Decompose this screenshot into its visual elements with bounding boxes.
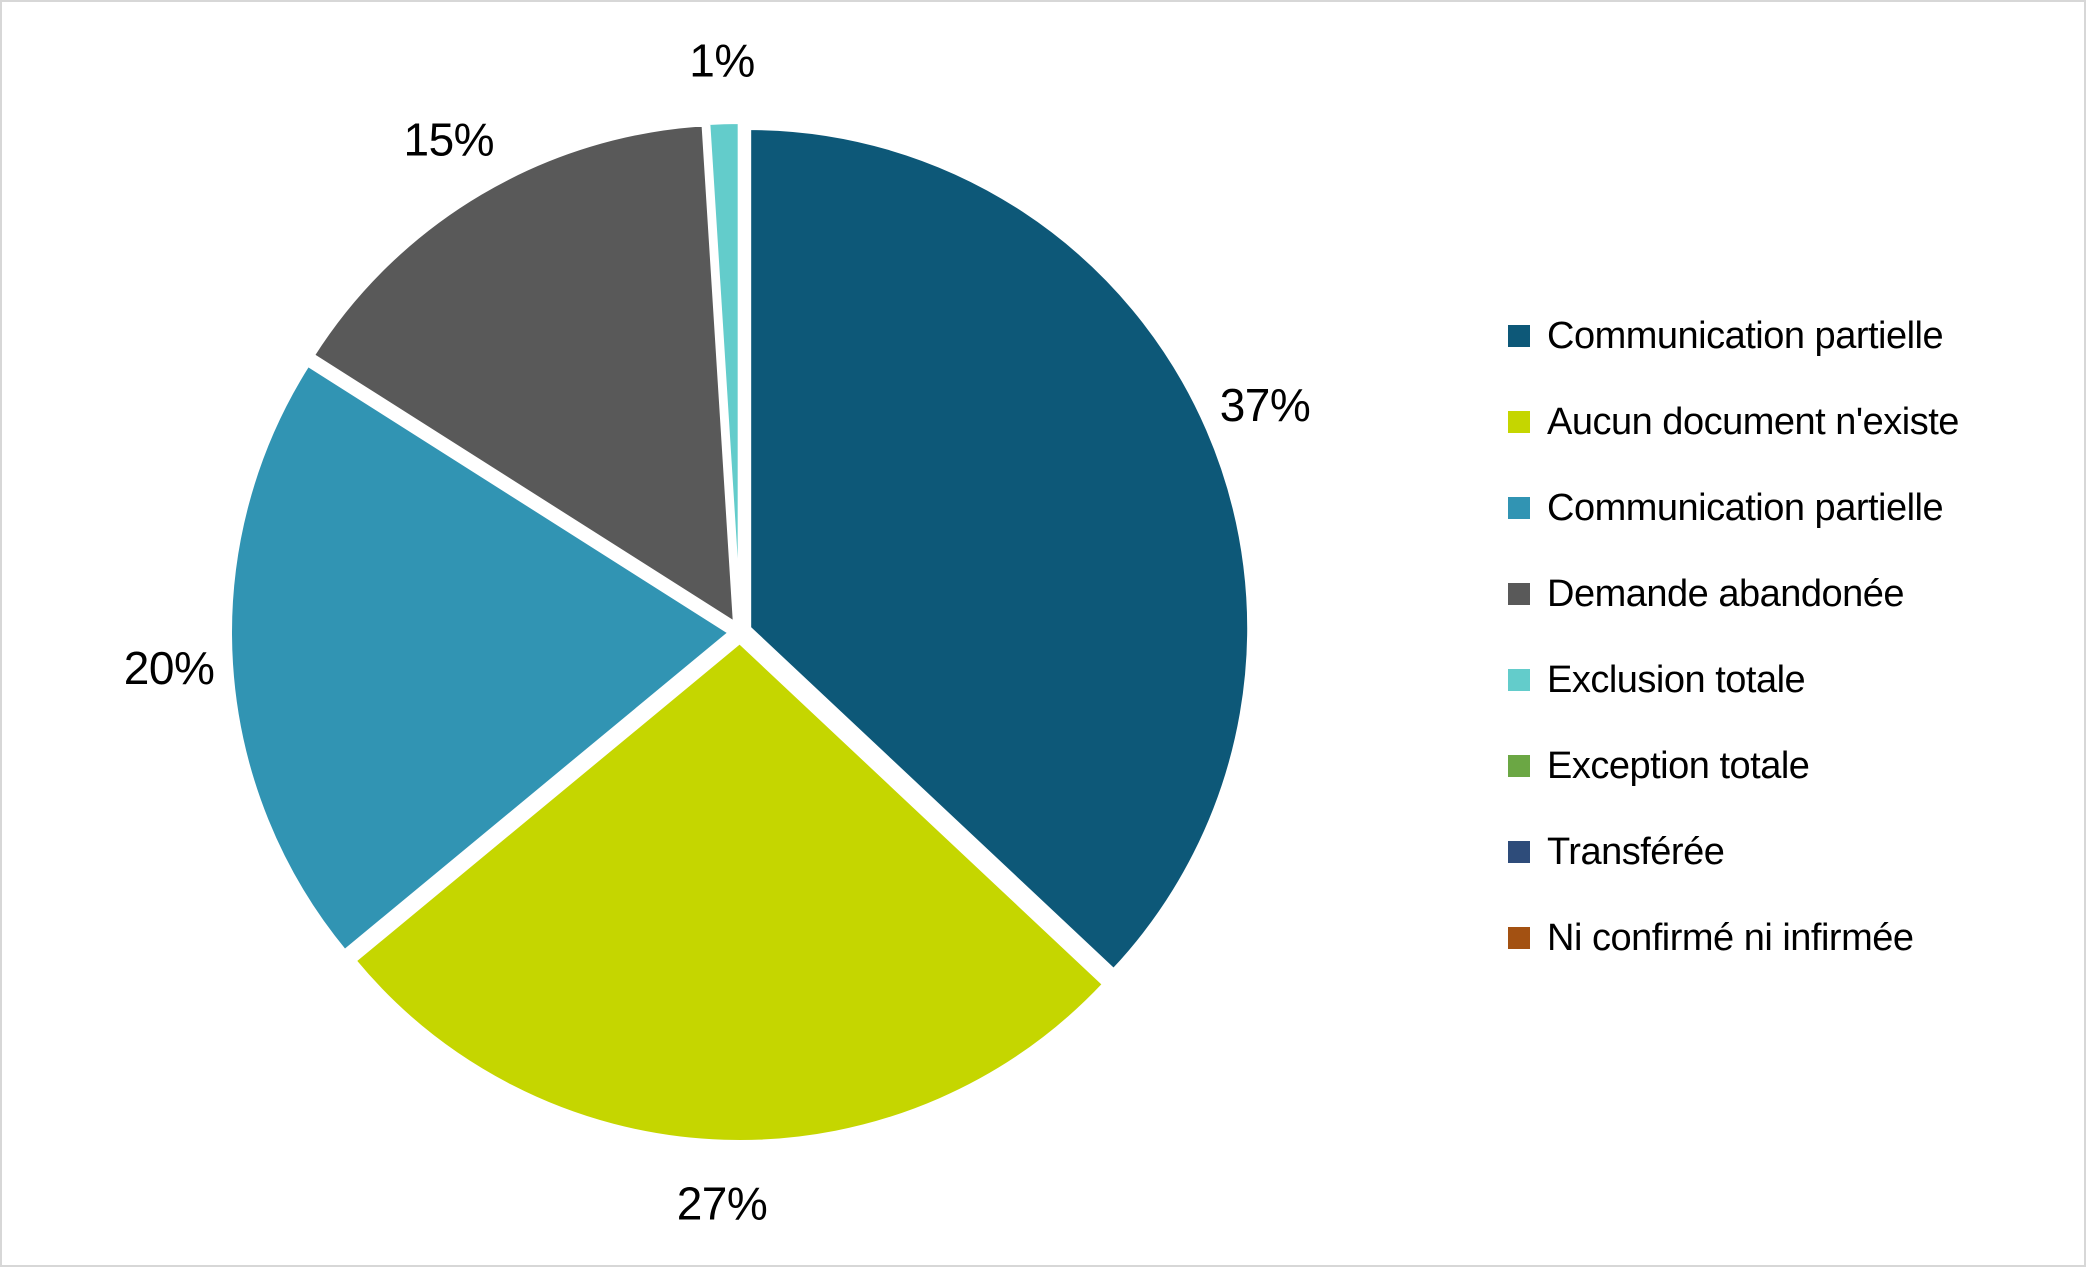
data-label-communication-partielle-0: 37% <box>1220 379 1311 431</box>
legend-swatch-icon <box>1508 669 1530 691</box>
pie-slice-communication-partielle-0 <box>747 126 1252 973</box>
legend-swatch-icon <box>1508 927 1530 949</box>
legend-item-communication-partielle-2: Communication partielle <box>1508 487 1944 529</box>
legend-label: Exception totale <box>1547 745 1810 787</box>
data-label-communication-partielle-2: 20% <box>124 642 215 694</box>
legend-item-communication-partielle-0: Communication partielle <box>1508 315 1944 357</box>
data-label-demande-abandonee-3: 15% <box>404 114 495 166</box>
legend-item-aucun-document-nexiste-1: Aucun document n'existe <box>1508 403 1959 441</box>
legend-swatch-icon <box>1508 583 1530 605</box>
legend-swatch-icon <box>1508 755 1530 777</box>
legend-item-ni-confirme-ni-infirmee-7: Ni confirmé ni infirmée <box>1508 919 1914 957</box>
legend-swatch-icon <box>1508 411 1530 433</box>
pie-slice-exclusion-totale-4 <box>706 120 742 624</box>
legend-label: Exclusion totale <box>1547 659 1806 701</box>
legend-swatch-icon <box>1508 841 1530 863</box>
legend-label: Communication partielle <box>1547 315 1944 357</box>
pie-slice-demande-abandonee-3 <box>310 122 737 626</box>
legend-item-exception-totale-5: Exception totale <box>1508 745 1810 787</box>
legend-item-demande-abandonee-3: Demande abandonée <box>1508 573 1905 615</box>
legend-label: Ni confirmé ni infirmée <box>1547 917 1914 959</box>
legend-label: Demande abandonée <box>1547 573 1905 615</box>
chart-legend: Communication partielle Aucun document n'… <box>1508 2 2068 1265</box>
legend-swatch-icon <box>1508 497 1530 519</box>
legend-item-exclusion-totale-4: Exclusion totale <box>1508 659 1806 701</box>
legend-swatch-icon <box>1508 325 1530 347</box>
legend-label: Transférée <box>1547 831 1725 873</box>
data-label-exclusion-totale-4: 1% <box>689 34 754 86</box>
legend-label: Aucun document n'existe <box>1547 401 1959 443</box>
pie-slice-aucun-document-nexiste-1 <box>352 640 1107 1144</box>
legend-item-transferee-6: Transférée <box>1508 831 1725 873</box>
pie-slice-communication-partielle-2 <box>228 362 733 954</box>
data-label-aucun-document-nexiste-1: 27% <box>677 1178 768 1230</box>
legend-label: Communication partielle <box>1547 487 1944 529</box>
